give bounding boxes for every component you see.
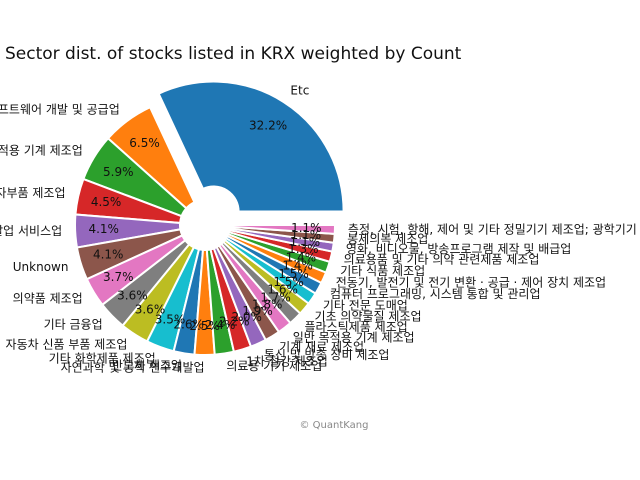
slice-category-label: 전동기, 발전기 및 전기 변환 · 공급 · 제어 장치 제조업 [336, 276, 606, 290]
slice-category-label: 자연과학 및 공학 연구개발업 서비스업 [0, 224, 62, 238]
slice-category-label: 기타 전문 도매업 [323, 298, 408, 312]
slice-percent-label: 1.5% [273, 275, 304, 289]
slice-percent-label: 4.1% [88, 222, 119, 236]
slice-percent-label: 32.2% [249, 118, 287, 132]
slice-category-label: 통신 및 방송 장비 제조업 [264, 348, 390, 362]
slice-percent-label: 1.5% [278, 267, 309, 281]
slice-percent-label: 1.1% [291, 221, 322, 235]
slice-percent-label: 1.3% [288, 242, 319, 256]
slice-percent-label: 1.4% [282, 259, 313, 273]
slice-percent-label: 1.8% [252, 298, 283, 312]
slice-category-label: 의약품 제조업 [13, 291, 83, 306]
credit-text: © QuantKang [300, 420, 369, 431]
slice-category-label: 특수 목적용 기계 제조업 [0, 143, 83, 157]
slice-percent-label: 2.0% [231, 310, 262, 324]
slice-percent-label: 4.5% [91, 195, 122, 209]
category-labels: Etc 소프트웨어 개발 및 공급업특수 목적용 기계 제조업전자부품 제조업자연… [0, 83, 640, 374]
slice-category-label: 의료용품 및 기타 의약 관련제품 제조업 [344, 251, 540, 266]
slice-category-label: 전자부품 제조업 [0, 186, 65, 200]
slice-category-label: 영화, 비디오물, 방송프로그램 제작 및 배급업 [346, 242, 571, 256]
slice-category-label: 자연과학 및 공학 연구개발업 [61, 360, 205, 374]
slice-category-label: 반도체 제조업 [112, 359, 182, 373]
slice-percent-label: 2.4% [205, 318, 236, 332]
pie-slices [74, 80, 345, 356]
pie-slice [157, 80, 345, 213]
slice-category-label: 자동차 신품 부품 제조업 [6, 338, 128, 352]
slice-category-label: 측정, 시험, 항해, 제어 및 기타 정밀기기 제조업; 광학기기 제외 [348, 222, 640, 236]
slice-category-label: Etc [290, 83, 309, 97]
slice-category-label: 일반 목적용 기계 제조업 [293, 330, 415, 344]
chart-title: Sector dist. of stocks listed in KRX wei… [5, 44, 462, 64]
slice-percent-label: 2.5% [189, 319, 220, 333]
slice-percent-label: 3.6% [135, 303, 166, 317]
slice-category-label: 기초 의약물질 제조업 [315, 308, 422, 323]
slice-percent-label: 3.5% [155, 313, 186, 327]
slice-category-label: 의료용 기기 제조업 [226, 359, 322, 373]
slice-percent-label: 1.9% [242, 304, 273, 318]
slice-category-label: 소프트웨어 개발 및 공급업 [0, 103, 120, 117]
slice-percent-label: 1.4% [286, 250, 317, 264]
slice-percent-label: 2.6% [173, 318, 204, 332]
slice-percent-label: 1.7% [260, 290, 291, 304]
slice-category-label: 기타 금융업 [44, 317, 103, 331]
slice-percent-label: 1.1% [291, 228, 322, 242]
slice-percent-label: 4.1% [93, 248, 124, 262]
slice-percent-label: 1.1% [290, 235, 321, 249]
slice-percent-label: 6.5% [129, 136, 160, 150]
slice-percent-label: 3.7% [103, 270, 134, 284]
pie-slice [228, 224, 337, 235]
slice-category-label: 컴퓨터 프로그래밍, 시스템 통합 및 관리업 [330, 287, 541, 301]
slice-category-label: Unknown [13, 260, 69, 274]
slice-category-label: 플라스틱제품 제조업 [305, 320, 408, 334]
slice-percent-label: 3.6% [117, 288, 148, 302]
percent-labels: 32.2%6.5%5.9%4.5%4.1%4.1%3.7%3.6%3.6%3.5… [88, 118, 321, 332]
slice-category-label: 1차 철강 제조업 [246, 354, 328, 368]
slice-percent-label: 5.9% [103, 165, 134, 179]
slice-category-label: 기타 식품 제조업 [340, 264, 425, 278]
slice-percent-label: 1.6% [267, 283, 298, 297]
slice-category-label: 봉제의복 제조업 [347, 232, 428, 246]
slice-category-label: 기타 화학제품 제조업 [49, 352, 156, 366]
slice-percent-label: 2.2% [219, 315, 250, 329]
slice-category-label: 기계 재료 제조업 [279, 340, 364, 354]
